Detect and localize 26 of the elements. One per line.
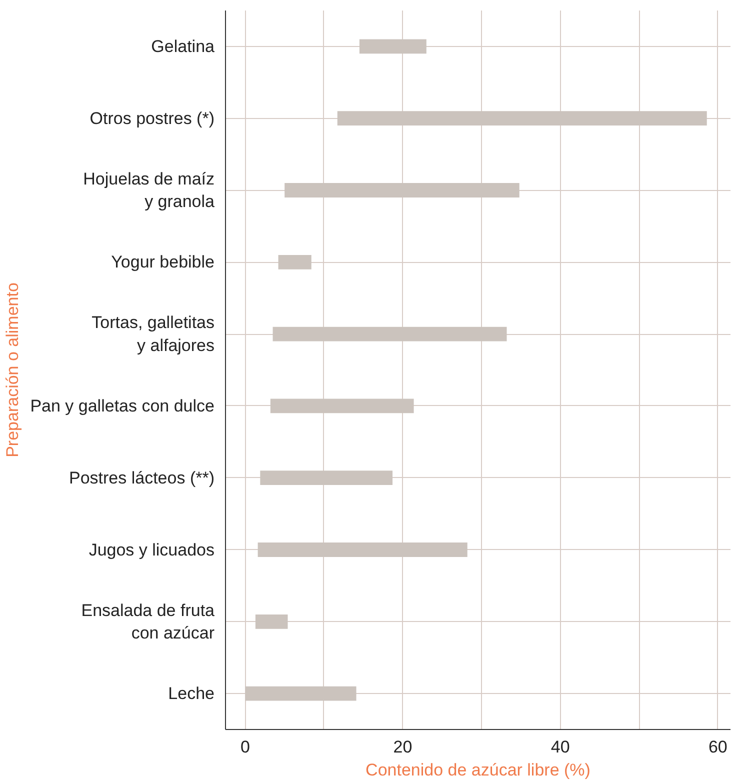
y-tick-label: Gelatina — [151, 36, 216, 56]
y-tick-label: Hojuelas de maíz y granola — [83, 169, 216, 212]
bar — [272, 326, 507, 342]
bar — [284, 183, 520, 198]
bar — [260, 470, 393, 486]
x-tick-label: 20 — [393, 738, 412, 756]
bar — [270, 398, 414, 414]
y-tick-label: Pan y galletas con dulce — [30, 396, 215, 416]
y-tick-label: Jugos y licuados — [88, 540, 215, 560]
y-tick-label: Otros postres (*) — [90, 108, 215, 128]
y-tick-label: Postres lácteos (**) — [69, 468, 215, 488]
y-tick-label: Yogur bebible — [111, 252, 215, 272]
bar — [258, 542, 468, 557]
bar — [359, 39, 426, 54]
bar — [337, 111, 707, 126]
y-tick-label: Tortas, galletitas y alfajores — [92, 313, 215, 355]
x-axis-title: Contenido de azúcar libre (%) — [366, 760, 590, 780]
y-tick-label: Ensalada de fruta con azúcar — [81, 600, 216, 643]
x-tick-label: 60 — [708, 738, 728, 756]
x-tick-label: 0 — [240, 738, 250, 756]
y-axis-title: Preparación o alimento — [3, 282, 22, 458]
bar — [245, 686, 356, 701]
bar — [278, 254, 312, 270]
y-tick-label: Leche — [168, 684, 215, 704]
x-tick-label: 40 — [550, 738, 570, 756]
bar — [255, 614, 288, 629]
